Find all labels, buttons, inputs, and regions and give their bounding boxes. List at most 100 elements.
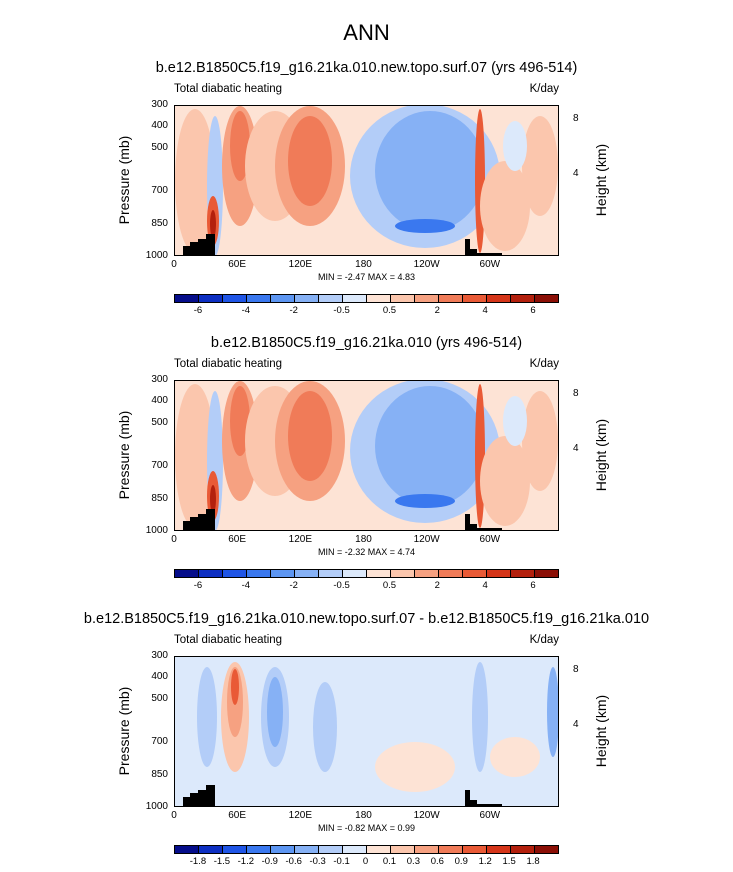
colorbar-tick-label: 6 bbox=[530, 580, 536, 591]
colorbar-tick-label: 1.2 bbox=[478, 856, 492, 867]
topography-mask bbox=[470, 800, 477, 806]
panel-title: b.e12.B1850C5.f19_g16.21ka.010.new.topo.… bbox=[83, 611, 650, 627]
contour-field bbox=[175, 106, 558, 255]
colorbar-tick-label: -0.5 bbox=[333, 580, 350, 591]
topography-mask bbox=[477, 253, 502, 255]
colorbar bbox=[174, 294, 559, 303]
field-contour-region bbox=[395, 494, 455, 508]
x-tick-label: 0 bbox=[171, 810, 177, 821]
units-label: K/day bbox=[529, 83, 559, 95]
colorbar-swatch bbox=[295, 570, 319, 577]
y-axis-label-pressure: Pressure (mb) bbox=[116, 135, 132, 224]
topography-mask bbox=[183, 521, 190, 530]
colorbar-swatch bbox=[463, 570, 487, 577]
panel-title: b.e12.B1850C5.f19_g16.21ka.010.new.topo.… bbox=[155, 60, 578, 76]
colorbar-swatch bbox=[199, 570, 223, 577]
colorbar-tick-label: 4 bbox=[482, 580, 488, 591]
colorbar-swatch bbox=[199, 295, 223, 302]
y-tick-label-pressure: 700 bbox=[151, 460, 168, 471]
field-contour-region bbox=[503, 396, 527, 446]
field-contour-region bbox=[375, 742, 455, 792]
x-tick-label: 120W bbox=[413, 259, 440, 270]
colorbar-tick-label: -0.3 bbox=[309, 856, 326, 867]
topography-mask bbox=[190, 517, 198, 530]
plot-area bbox=[174, 656, 559, 807]
y-tick-label-pressure: 850 bbox=[151, 769, 168, 780]
colorbar-swatch bbox=[439, 846, 463, 853]
colorbar-swatch bbox=[271, 570, 295, 577]
colorbar-swatch bbox=[247, 570, 271, 577]
colorbar-swatch bbox=[271, 295, 295, 302]
colorbar-tick-label: 0.3 bbox=[406, 856, 420, 867]
y-tick-label-pressure: 300 bbox=[151, 374, 168, 385]
y-tick-label-pressure: 300 bbox=[151, 99, 168, 110]
topography-mask bbox=[465, 514, 470, 530]
colorbar-swatch bbox=[367, 570, 391, 577]
topography-mask bbox=[198, 514, 206, 530]
field-contour-region bbox=[313, 682, 337, 772]
colorbar-swatch bbox=[343, 570, 367, 577]
variable-label: Total diabatic heating bbox=[174, 358, 283, 370]
x-tick-label: 0 bbox=[171, 534, 177, 545]
y-axis-label-height: Height (km) bbox=[593, 418, 609, 491]
colorbar-swatch bbox=[463, 295, 487, 302]
contour-field bbox=[175, 657, 558, 806]
y-axis-label-pressure: Pressure (mb) bbox=[116, 686, 132, 775]
colorbar-swatch bbox=[463, 846, 487, 853]
field-contour-region bbox=[480, 436, 530, 526]
topography-mask bbox=[206, 785, 215, 806]
colorbar-tick-label: 4 bbox=[482, 305, 488, 316]
x-tick-label: 120W bbox=[413, 534, 440, 545]
colorbar-tick-label: -2 bbox=[289, 580, 298, 591]
x-tick-label: 180 bbox=[355, 259, 372, 270]
x-tick-label: 120E bbox=[288, 534, 312, 545]
y-tick-label-pressure: 500 bbox=[151, 142, 168, 153]
colorbar-tick-label: -1.8 bbox=[189, 856, 207, 867]
field-contour-region bbox=[475, 109, 485, 253]
field-contour-region bbox=[267, 677, 283, 747]
colorbar-tick-label: 1.8 bbox=[526, 856, 540, 867]
min-max-readout: MIN = -2.47 MAX = 4.83 bbox=[317, 272, 416, 282]
colorbar-swatch bbox=[247, 295, 271, 302]
colorbar-tick-label: 0.1 bbox=[382, 856, 397, 867]
colorbar-tick-label: 0.9 bbox=[454, 856, 468, 867]
colorbar-tick-label: 0.6 bbox=[430, 856, 444, 867]
y-tick-label-pressure: 850 bbox=[151, 218, 168, 229]
colorbar-tick-label: -0.6 bbox=[285, 856, 302, 867]
field-contour-region bbox=[175, 109, 215, 253]
y-axis-label-height: Height (km) bbox=[593, 143, 609, 216]
colorbar-tick-label: 6 bbox=[530, 305, 536, 316]
plot-area bbox=[174, 105, 559, 256]
plot-area bbox=[174, 380, 559, 531]
colorbar-tick-label: 0.5 bbox=[382, 580, 397, 591]
topography-mask bbox=[477, 528, 502, 530]
y-axis-label-height: Height (km) bbox=[593, 694, 609, 767]
colorbar-swatch bbox=[319, 295, 343, 302]
colorbar-swatch bbox=[343, 295, 367, 302]
colorbar-swatch bbox=[175, 570, 199, 577]
x-tick-label: 180 bbox=[355, 810, 372, 821]
y-tick-label-pressure: 850 bbox=[151, 493, 168, 504]
field-contour-region bbox=[288, 391, 332, 481]
y-axis-label-pressure: Pressure (mb) bbox=[116, 410, 132, 499]
colorbar-tick-label: -6 bbox=[193, 305, 203, 316]
units-label: K/day bbox=[529, 358, 559, 370]
x-tick-label: 0 bbox=[171, 259, 177, 270]
colorbar-swatch bbox=[295, 295, 319, 302]
colorbar-tick-label: -6 bbox=[193, 580, 203, 591]
min-max-readout: MIN = -0.82 MAX = 0.99 bbox=[317, 823, 416, 833]
colorbar-swatch bbox=[487, 846, 511, 853]
colorbar-swatch bbox=[367, 846, 391, 853]
y-tick-label-height: 4 bbox=[573, 719, 579, 730]
colorbar-swatch bbox=[535, 295, 558, 302]
colorbar-swatch bbox=[391, 846, 415, 853]
topography-mask bbox=[477, 804, 502, 806]
colorbar-tick-label: 1.5 bbox=[502, 856, 516, 867]
colorbar-swatch bbox=[223, 846, 247, 853]
colorbar-swatch bbox=[271, 846, 295, 853]
colorbar-tick-label: -1.5 bbox=[213, 856, 231, 867]
colorbar-swatch bbox=[415, 295, 439, 302]
contour-field bbox=[175, 381, 558, 530]
field-contour-region bbox=[472, 662, 488, 772]
colorbar-swatch bbox=[487, 570, 511, 577]
